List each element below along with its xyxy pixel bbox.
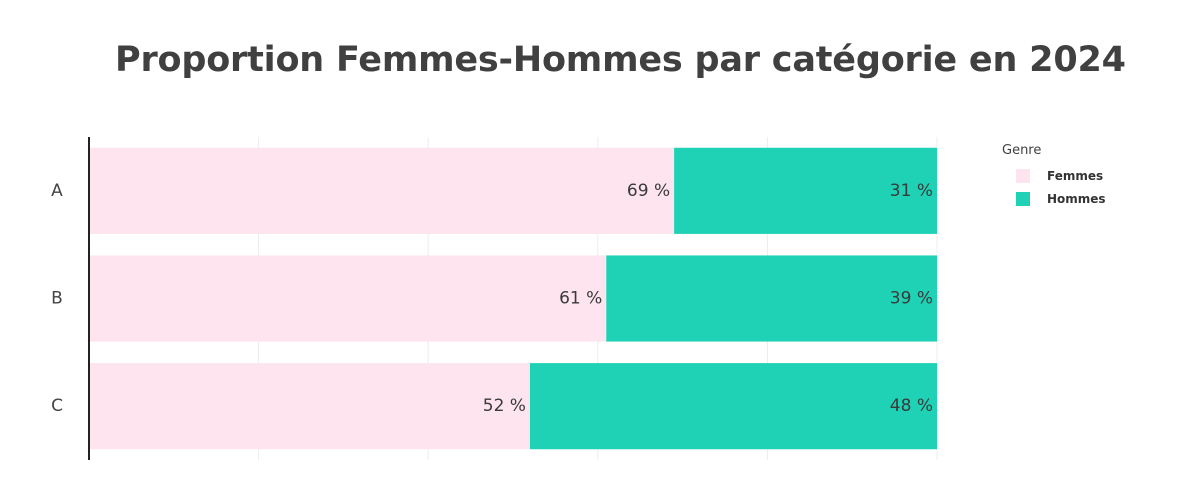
chart-title: Proportion Femmes-Hommes par catégorie e… — [115, 40, 1126, 80]
data-labels: 69 % 31 % 61 % 39 % 52 % 48 % — [483, 181, 933, 416]
legend-swatch-hommes — [1016, 191, 1030, 206]
data-label: 48 % — [890, 396, 933, 416]
category-ticks: A B C — [51, 181, 63, 416]
bar-hommes-c[interactable] — [529, 363, 937, 450]
bar-femmes-b[interactable] — [89, 255, 607, 342]
legend-label-femmes: Femmes — [1047, 168, 1104, 183]
data-label: 52 % — [483, 396, 526, 416]
bar-hommes-b[interactable] — [606, 255, 937, 342]
data-label: 61 % — [559, 289, 602, 309]
bar-femmes-a[interactable] — [89, 147, 675, 234]
data-label: 39 % — [890, 289, 933, 309]
data-label: 69 % — [627, 181, 670, 201]
legend-item-femmes[interactable]: Femmes — [1016, 164, 1106, 187]
category-label: B — [51, 289, 63, 309]
legend-item-hommes[interactable]: Hommes — [1016, 187, 1106, 210]
bars — [89, 147, 937, 450]
data-label: 31 % — [890, 181, 933, 201]
bar-hommes-a[interactable] — [674, 147, 937, 234]
category-label: C — [51, 396, 63, 416]
bar-femmes-c[interactable] — [89, 363, 530, 450]
legend: Genre Femmes Hommes — [1002, 143, 1106, 210]
legend-swatch-femmes — [1016, 168, 1030, 183]
category-label: A — [51, 181, 63, 201]
legend-label-hommes: Hommes — [1047, 191, 1106, 206]
legend-title: Genre — [1002, 143, 1042, 158]
